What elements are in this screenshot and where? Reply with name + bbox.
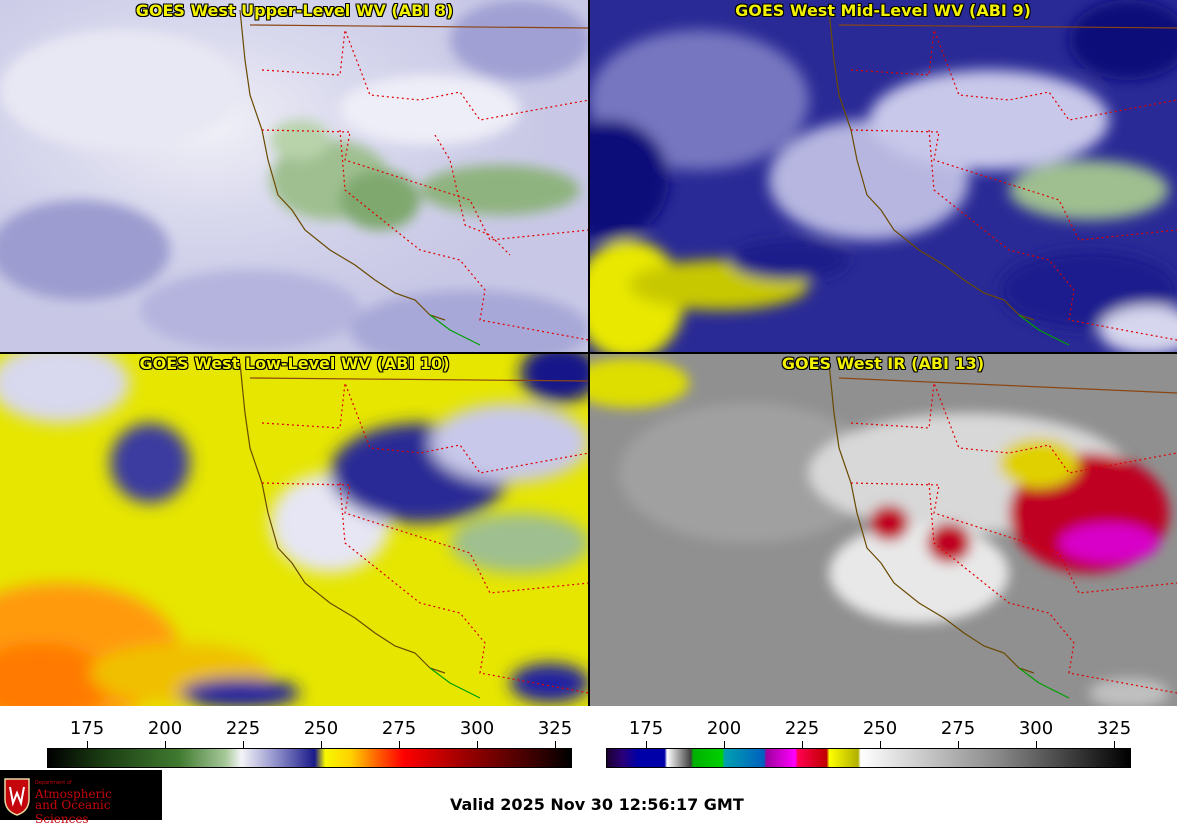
panel-upper-level-wv: GOES West Upper-Level WV (ABI 8) <box>0 0 589 353</box>
upper-level-wv-image <box>0 0 589 353</box>
tick-mark <box>477 741 478 748</box>
tick-label: 175 <box>628 718 664 739</box>
logo-dept-text: Department of <box>35 780 72 786</box>
tick-label: 200 <box>706 718 742 739</box>
tick-mark <box>243 741 244 748</box>
mid-level-wv-image <box>589 0 1177 353</box>
tick-mark <box>646 741 647 748</box>
tick-mark <box>1114 741 1115 748</box>
panel-title: GOES West Mid-Level WV (ABI 9) <box>735 1 1031 20</box>
panel-low-level-wv: GOES West Low-Level WV (ABI 10) <box>0 353 589 706</box>
tick-label: 300 <box>1018 718 1054 739</box>
logo-line2: and Oceanic Sciences <box>35 798 111 826</box>
ir-image <box>589 353 1177 706</box>
wv-colorbar <box>47 748 572 768</box>
uw-crest-icon <box>4 778 30 816</box>
panel-divider-horizontal <box>0 352 1177 354</box>
panel-title: GOES West Upper-Level WV (ABI 8) <box>135 1 454 20</box>
valid-time: Valid 2025 Nov 30 12:56:17 GMT <box>450 795 744 814</box>
tick-label: 275 <box>940 718 976 739</box>
tick-mark <box>802 741 803 748</box>
tick-label: 325 <box>537 718 573 739</box>
tick-mark <box>1036 741 1037 748</box>
tick-label: 300 <box>459 718 495 739</box>
tick-label: 250 <box>862 718 898 739</box>
tick-mark <box>880 741 881 748</box>
panel-title: GOES West Low-Level WV (ABI 10) <box>139 354 450 373</box>
panel-mid-level-wv: GOES West Mid-Level WV (ABI 9) <box>589 0 1177 353</box>
tick-label: 225 <box>784 718 820 739</box>
low-level-wv-image <box>0 353 589 706</box>
tick-label: 175 <box>69 718 105 739</box>
panel-title: GOES West IR (ABI 13) <box>781 354 985 373</box>
tick-mark <box>87 741 88 748</box>
tick-mark <box>958 741 959 748</box>
tick-label: 200 <box>147 718 183 739</box>
tick-mark <box>555 741 556 748</box>
tick-label: 275 <box>381 718 417 739</box>
logo-line1: Atmospheric <box>35 787 112 801</box>
tick-label: 250 <box>303 718 339 739</box>
tick-mark <box>724 741 725 748</box>
tick-mark <box>321 741 322 748</box>
aos-logo: Department of Atmospheric and Oceanic Sc… <box>0 770 162 826</box>
tick-mark <box>165 741 166 748</box>
tick-mark <box>399 741 400 748</box>
panel-ir: GOES West IR (ABI 13) <box>589 353 1177 706</box>
tick-label: 225 <box>225 718 261 739</box>
ir-colorbar <box>606 748 1131 768</box>
tick-label: 325 <box>1096 718 1132 739</box>
